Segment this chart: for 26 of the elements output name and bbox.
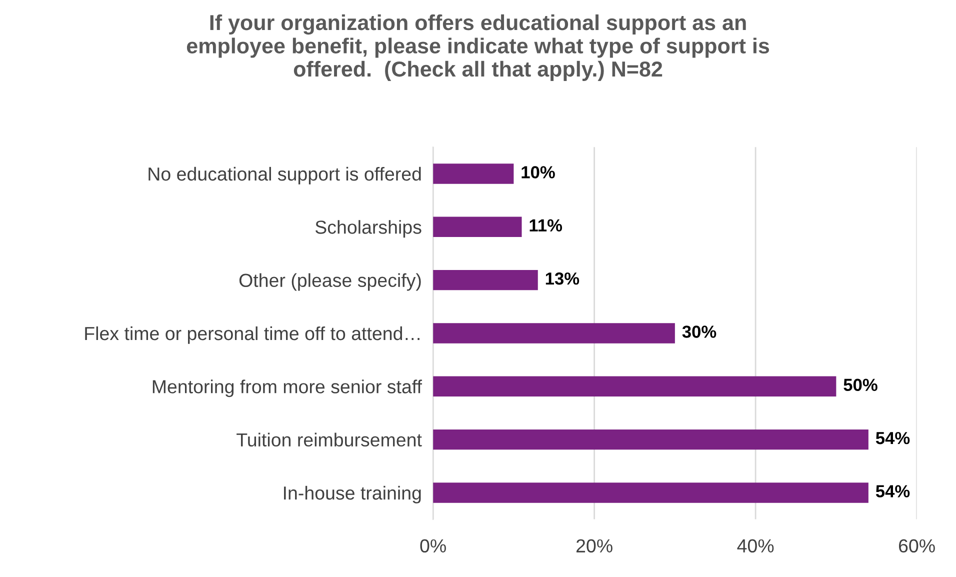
y-tick-label: Mentoring from more senior staff [152,380,422,398]
data-label: 54% [876,432,910,444]
bar [433,216,522,237]
data-label: 54% [876,485,910,498]
data-label: 13% [546,272,580,285]
y-tick-label: Tuition reimbursement [236,432,422,447]
x-tick-label: 40% [737,539,774,553]
bar [433,323,675,344]
bar [433,270,538,290]
y-tick-label: No educational support is offered [148,166,421,184]
x-tick-label: 0% [420,539,446,553]
bar [433,376,836,396]
bar [433,429,868,450]
x-tick-label: 60% [898,539,935,553]
data-label: 11% [530,219,562,232]
data-label: 30% [682,326,716,338]
y-tick-label: Scholarships [315,220,422,238]
bar [433,482,868,503]
data-label: 50% [844,378,878,392]
x-tick-label: 20% [576,539,612,553]
y-tick-label: In-house training [284,486,421,504]
data-label: 10% [522,166,555,178]
y-tick-label: Other (please specify) [239,273,421,291]
y-tick-label: Flex time or personal time off to attend… [85,326,420,344]
bar [433,164,514,184]
chart-title: If your organization offers educational support as an employee benefit, please indicate what type of support is offered. (Check all that apply.) N=82 [186,14,770,81]
